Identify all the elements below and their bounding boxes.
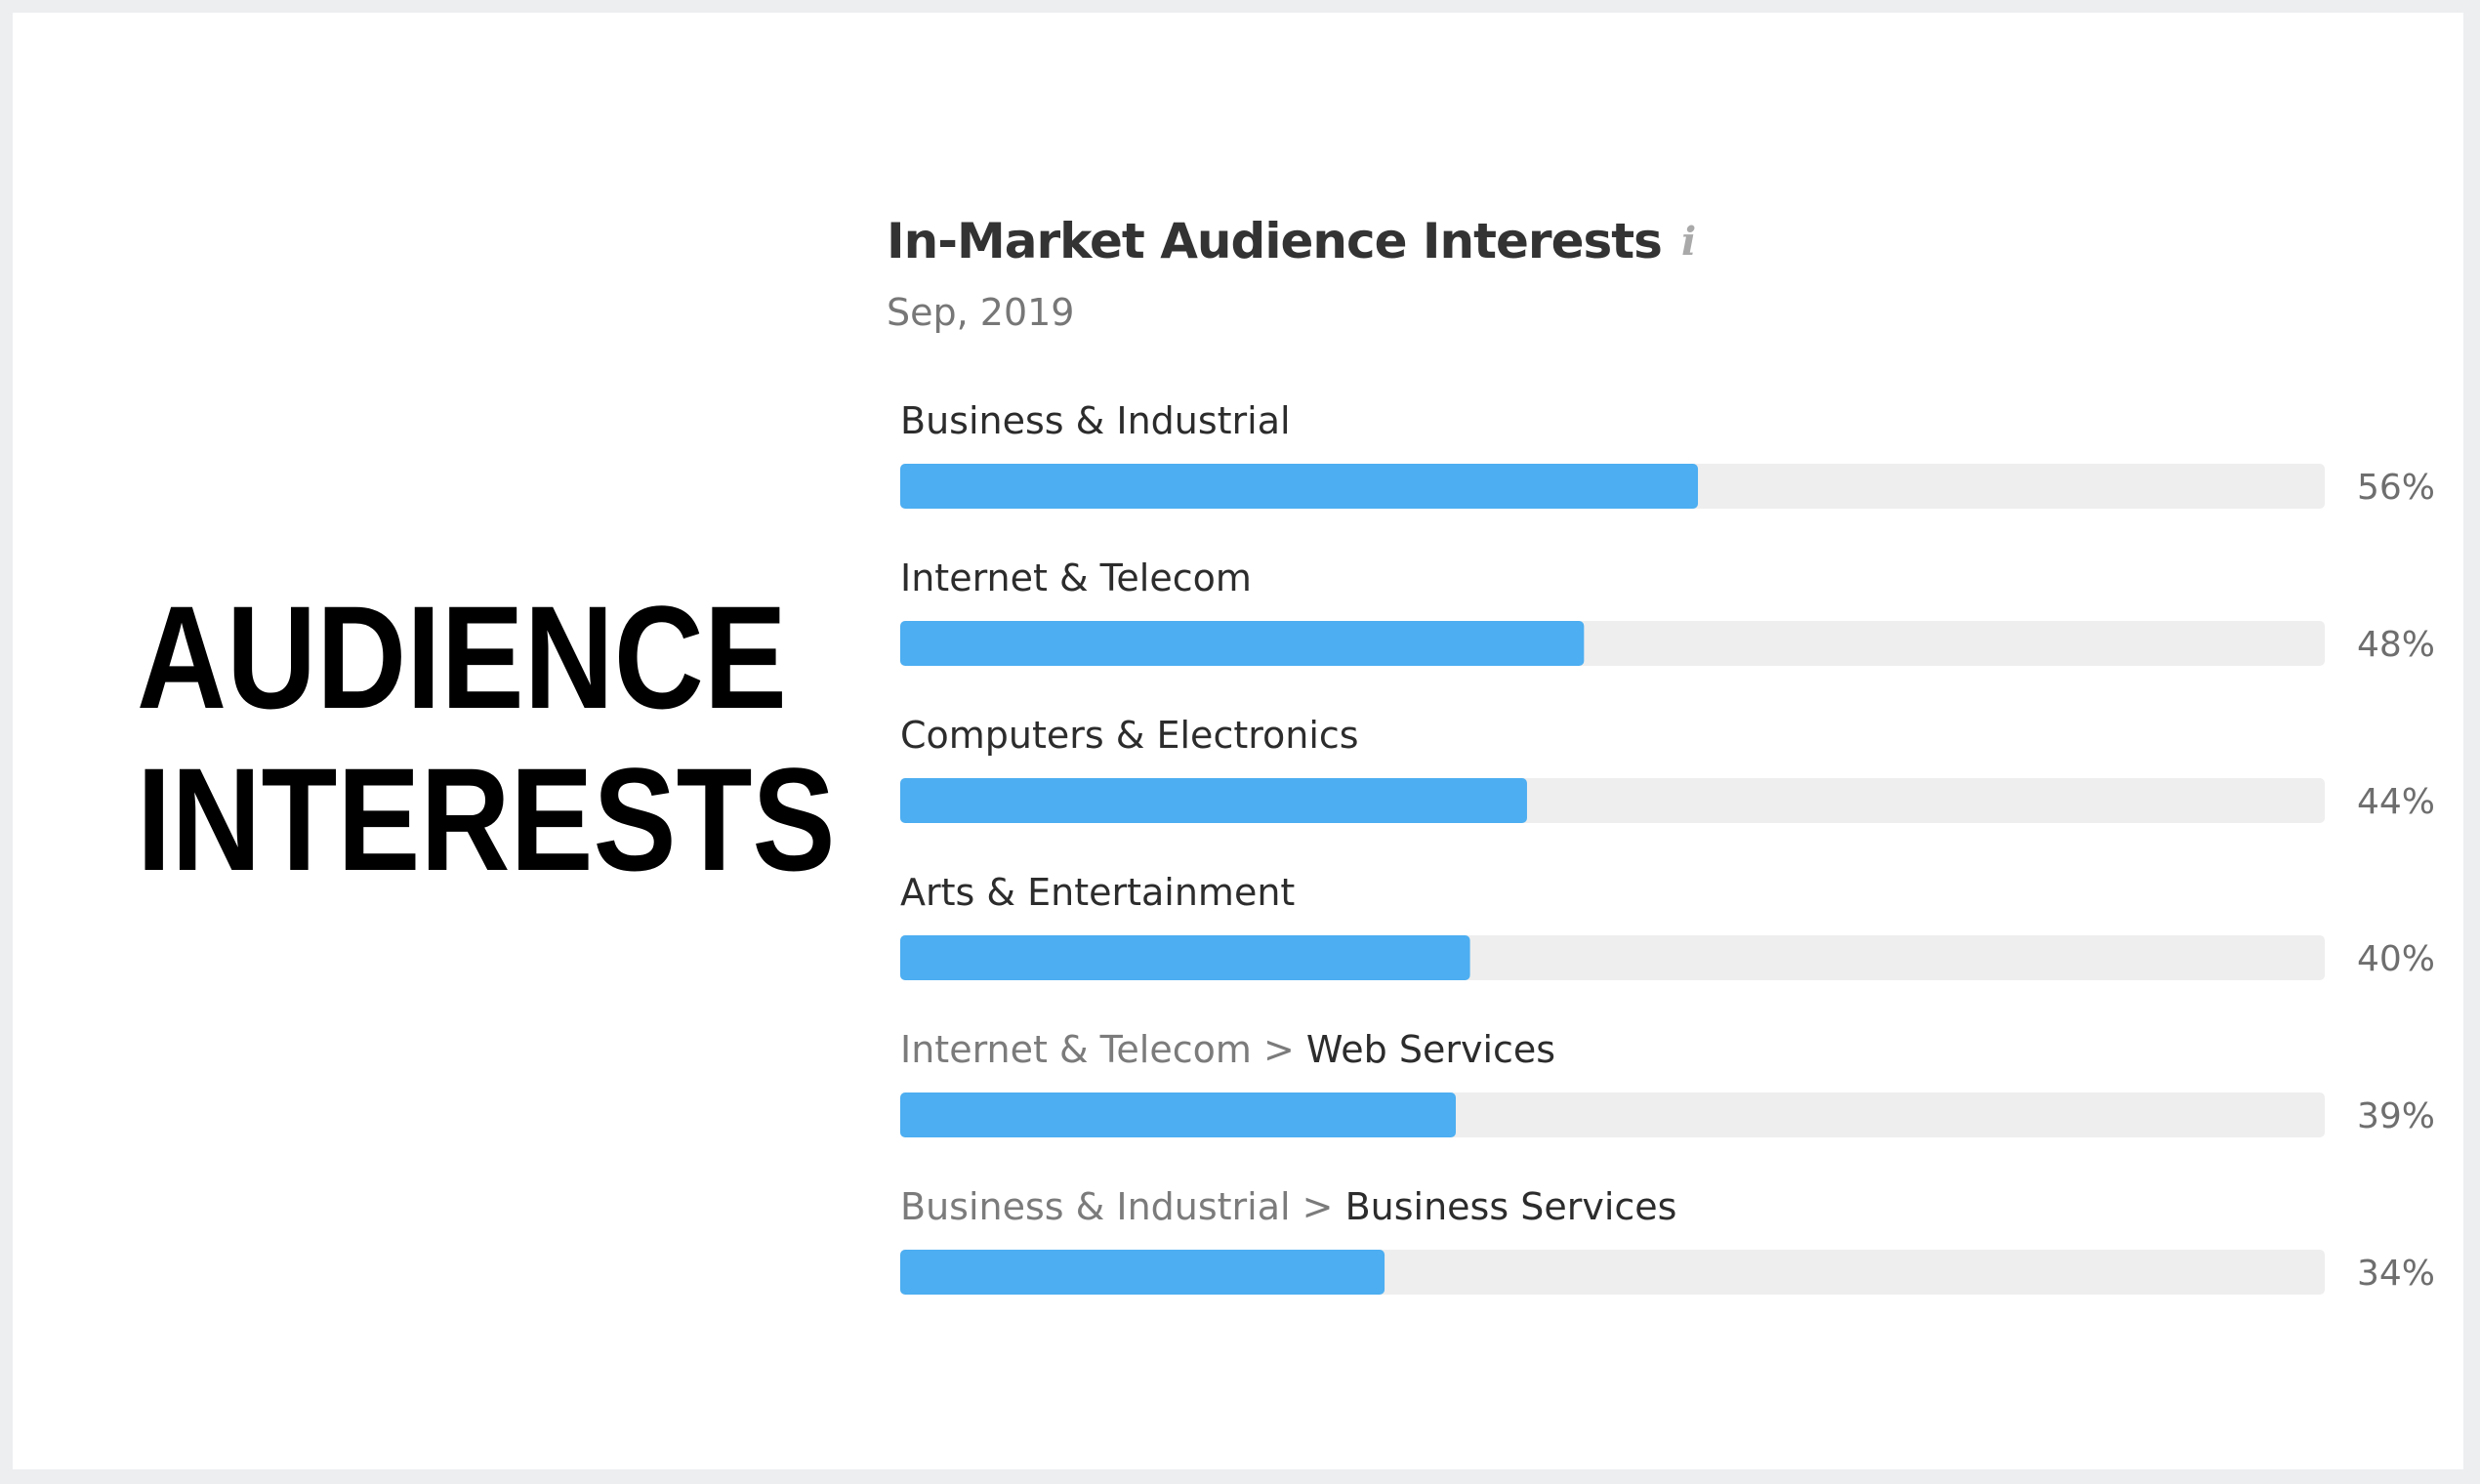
bar-row: Arts & Entertainment 40% <box>900 871 2435 980</box>
category-label: Internet & Telecom > Web Services <box>900 1028 1555 1071</box>
value-label: 56% <box>2357 468 2435 508</box>
info-icon[interactable]: i <box>1680 218 1697 265</box>
bar <box>900 1092 1457 1137</box>
value-label: 44% <box>2357 782 2435 822</box>
bar <box>900 935 1470 980</box>
chart-subtitle: Sep, 2019 <box>887 291 1075 334</box>
category-name-label: Business & Industrial <box>900 399 1291 442</box>
category-name-label: Business Services <box>1345 1185 1677 1228</box>
bar-row: Business & Industrial 56% <box>900 399 2435 509</box>
bar <box>900 464 1699 509</box>
chart-title: In-Market Audience Interests <box>887 213 1663 269</box>
value-label: 40% <box>2357 939 2435 979</box>
bar-row: Internet & Telecom > Web Services 39% <box>900 1028 2435 1137</box>
category-name-label: Arts & Entertainment <box>900 871 1295 914</box>
value-label: 48% <box>2357 625 2435 665</box>
bar-row: Business & Industrial > Business Service… <box>900 1185 2435 1295</box>
category-label: Business & Industrial > Business Service… <box>900 1185 1676 1228</box>
category-name-label: Web Services <box>1306 1028 1555 1071</box>
bar-row: Internet & Telecom 48% <box>900 556 2435 666</box>
category-parent-label: Business & Industrial > <box>900 1185 1345 1228</box>
value-label: 34% <box>2357 1254 2435 1294</box>
card-background <box>13 13 2463 1469</box>
category-name-label: Internet & Telecom <box>900 556 1252 599</box>
headline: AUDIENCE INTERESTS <box>137 576 836 900</box>
bar <box>900 621 1585 666</box>
category-label: Computers & Electronics <box>900 714 1359 757</box>
bar <box>900 1250 1385 1295</box>
category-parent-label: Internet & Telecom > <box>900 1028 1306 1071</box>
category-label: Arts & Entertainment <box>900 871 1295 914</box>
headline-line-2: INTERESTS <box>137 737 836 901</box>
bar-row: Computers & Electronics 44% <box>900 714 2435 823</box>
headline-line-1: AUDIENCE <box>137 575 787 739</box>
bar <box>900 778 1527 823</box>
category-label: Business & Industrial <box>900 399 1291 442</box>
category-label: Internet & Telecom <box>900 556 1252 599</box>
category-name-label: Computers & Electronics <box>900 714 1359 757</box>
chart-header: In-Market Audience Interests i <box>887 207 1696 275</box>
value-label: 39% <box>2357 1096 2435 1136</box>
